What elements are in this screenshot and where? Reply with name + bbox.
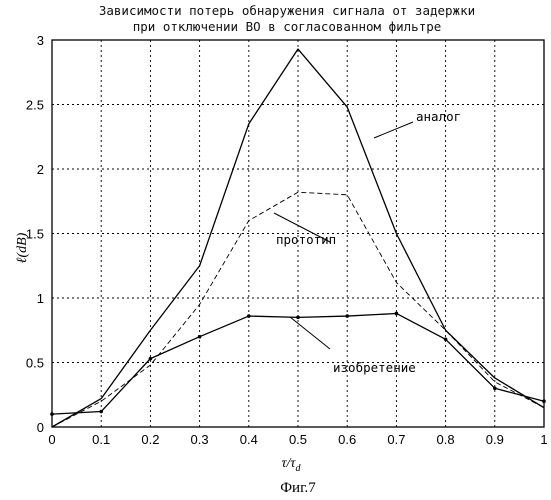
- series-invention-point: [296, 316, 300, 320]
- annotation-invention: изобретение: [290, 317, 416, 375]
- figure-caption: Фиг.7: [280, 480, 316, 496]
- annotation-invention-label: изобретение: [333, 360, 416, 375]
- x-tick-label: 0.3: [191, 432, 209, 447]
- x-tick-label: 0.4: [240, 432, 258, 447]
- y-tick-label: 0: [37, 420, 44, 435]
- y-tick-label: 0.5: [26, 356, 44, 371]
- chart-title-line2: при отключении ВО в согласованном фильтр…: [133, 19, 442, 34]
- series-invention-point: [247, 314, 251, 318]
- x-tick-label: 0.9: [486, 432, 504, 447]
- x-axis-label: τ/τd: [282, 456, 302, 474]
- x-tick-label: 0.5: [289, 432, 307, 447]
- x-axis-label-subscript: d: [295, 463, 301, 474]
- y-tick-label: 2.5: [26, 98, 44, 113]
- series-invention-point: [395, 312, 399, 316]
- series-invention-point: [149, 357, 153, 361]
- y-axis-label: ℓ(dB): [15, 232, 30, 263]
- x-tick-label: 0: [48, 432, 55, 447]
- annotation-analog: аналог: [374, 109, 461, 138]
- x-tick-label: 1: [540, 432, 547, 447]
- y-tick-label: 1: [37, 291, 44, 306]
- series-invention-point: [542, 399, 546, 403]
- annotation-analog-leader: [374, 122, 413, 138]
- y-tick-label: 3: [37, 33, 44, 48]
- series-invention-point: [345, 314, 349, 318]
- x-tick-label: 0.1: [92, 432, 110, 447]
- x-tick-labels: 0 0.1 0.2 0.3 0.4 0.5 0.6 0.7 0.8 0.9 1: [48, 432, 547, 447]
- series-invention-point: [493, 387, 497, 391]
- series-invention-point: [444, 337, 448, 341]
- series-invention-point: [99, 410, 103, 414]
- x-axis-label-main: τ/τ: [282, 456, 297, 471]
- series-invention-point: [50, 412, 54, 416]
- x-tick-label: 0.2: [141, 432, 159, 447]
- x-tick-label: 0.6: [338, 432, 356, 447]
- chart-title-line1: Зависимости потерь обнаружения сигнала о…: [99, 3, 475, 18]
- annotation-analog-label: аналог: [416, 109, 461, 124]
- annotation-invention-leader: [290, 317, 330, 349]
- x-tick-label: 0.8: [437, 432, 455, 447]
- series-invention-point: [198, 335, 202, 339]
- annotation-prototype: прототип: [274, 213, 336, 247]
- x-tick-label: 0.7: [387, 432, 405, 447]
- y-tick-label: 2: [37, 162, 44, 177]
- annotation-prototype-label: прототип: [276, 232, 336, 247]
